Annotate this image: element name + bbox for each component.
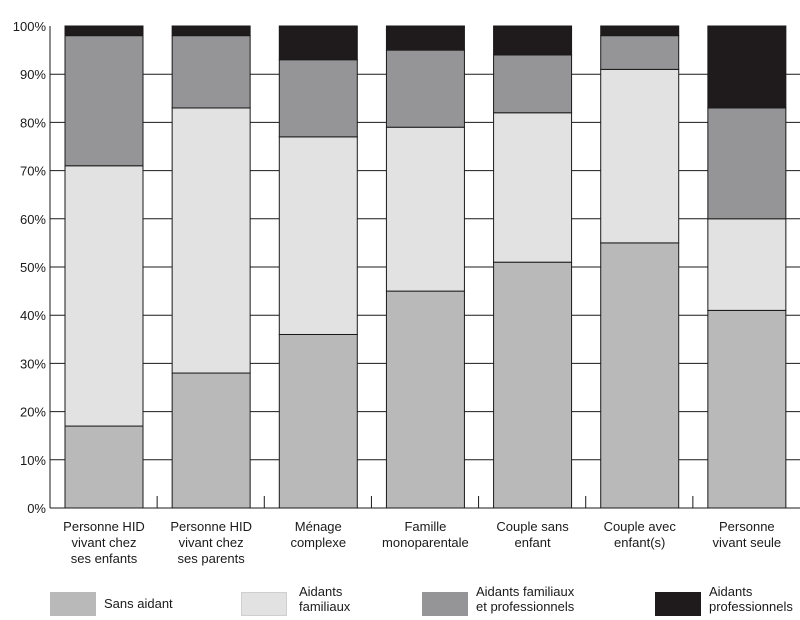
y-tick-label: 80%	[20, 115, 46, 130]
legend-item: Sans aidant	[50, 584, 230, 620]
bar-segment	[601, 243, 679, 508]
bar-segment	[708, 108, 786, 219]
y-tick-label: 60%	[20, 212, 46, 227]
bar-segment	[386, 26, 464, 50]
y-tick-label: 30%	[20, 356, 46, 371]
x-category-label: Ménage complexe	[290, 519, 346, 550]
bar-segment	[65, 26, 143, 36]
bar-segment	[279, 60, 357, 137]
bar-segment	[65, 36, 143, 166]
bar-segment	[172, 26, 250, 36]
bar-segment	[601, 69, 679, 243]
legend-label: Aidants professionnels	[709, 584, 793, 614]
y-tick-label: 50%	[20, 260, 46, 275]
bar-segment	[494, 113, 572, 262]
bar-segment	[601, 36, 679, 70]
legend-label: Sans aidant	[104, 596, 173, 611]
x-category-label: Couple avec enfant(s)	[604, 519, 677, 550]
y-tick-label: 20%	[20, 405, 46, 420]
legend-item: Aidants professionnels	[655, 584, 800, 620]
x-category-label: Personne HID vivant chez ses parents	[170, 519, 252, 566]
legend-swatch	[241, 592, 287, 616]
y-tick-label: 40%	[20, 308, 46, 323]
bar-segment	[65, 166, 143, 426]
bar-segment	[386, 127, 464, 291]
legend-swatch	[655, 592, 701, 616]
legend-item: Aidants familiaux	[241, 584, 421, 620]
bar-segment	[279, 26, 357, 60]
y-tick-label: 0%	[27, 501, 46, 516]
bar-segment	[708, 219, 786, 311]
bar-segment	[172, 108, 250, 373]
bar-segment	[172, 373, 250, 508]
legend-swatch	[422, 592, 468, 616]
bar-segment	[708, 310, 786, 508]
bar-segment	[172, 36, 250, 108]
bar-segment	[279, 137, 357, 335]
legend-label: Aidants familiaux et professionnels	[476, 584, 574, 614]
bar-segment	[494, 55, 572, 113]
bar-segment	[601, 26, 679, 36]
x-category-label: Famille monoparentale	[382, 519, 469, 550]
legend-label: Aidants familiaux	[299, 584, 350, 614]
bar-segment	[708, 26, 786, 108]
bar-segment	[65, 426, 143, 508]
stacked-bar-chart: 0% 10% 20% 30% 40% 50% 60% 70% 80% 90% 100% Personn…	[0, 0, 800, 584]
x-category-label: Personne HID vivant chez ses enfants	[63, 519, 145, 566]
bar-segment	[279, 334, 357, 508]
bar-segment	[386, 291, 464, 508]
legend-swatch	[50, 592, 96, 616]
y-tick-label: 90%	[20, 67, 46, 82]
bar-segment	[494, 26, 572, 55]
y-tick-label: 10%	[20, 453, 46, 468]
legend-item: Aidants familiaux et professionnels	[422, 584, 602, 620]
y-tick-label: 70%	[20, 164, 46, 179]
y-tick-label: 100%	[13, 19, 47, 34]
x-category-label: Personne vivant seule	[713, 519, 782, 550]
bar-segment	[386, 50, 464, 127]
x-category-label: Couple sans enfant	[496, 519, 569, 550]
bar-segment	[494, 262, 572, 508]
legend: Sans aidant Aidants familiaux Aidants fami…	[0, 584, 800, 620]
